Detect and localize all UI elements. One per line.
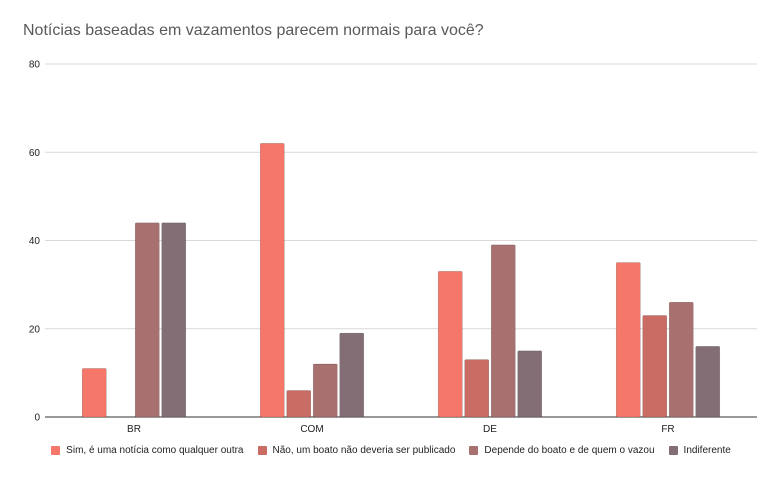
legend-swatch xyxy=(469,446,479,455)
bar-de-series-3 xyxy=(490,244,516,418)
legend-item: Depende do boato e de quem o vazou xyxy=(469,445,655,456)
x-tick-label: COM xyxy=(300,424,323,435)
bar-com-series-3 xyxy=(312,363,338,418)
bar-br-series-4 xyxy=(161,222,187,418)
legend-swatch xyxy=(668,446,678,455)
bar-br-series-3 xyxy=(134,222,160,418)
bar-com-series-2 xyxy=(286,390,312,418)
bars xyxy=(81,143,721,418)
chart-title: Notícias baseadas em vazamentos parecem … xyxy=(23,22,484,39)
y-tick-label: 60 xyxy=(29,148,41,159)
x-tick-label: FR xyxy=(661,424,674,435)
bar-fr-series-1 xyxy=(615,262,641,418)
x-axis-ticks: BR COM DE FR xyxy=(127,424,675,435)
legend-item: Não, um boato não deveria ser publicado xyxy=(257,445,456,456)
legend-label: Não, um boato não deveria ser publicado xyxy=(272,445,456,456)
y-tick-label: 0 xyxy=(34,413,40,424)
bar-br-series-1 xyxy=(81,368,107,418)
legend-label: Depende do boato e de quem o vazou xyxy=(484,445,655,456)
bar-de-series-2 xyxy=(464,359,490,418)
bar-de-series-1 xyxy=(437,271,463,418)
legend-swatch xyxy=(51,446,61,455)
bar-fr-series-4 xyxy=(695,346,721,418)
legend-label: Indiferente xyxy=(683,445,731,456)
bar-com-series-4 xyxy=(339,332,365,418)
bar-de-series-4 xyxy=(517,350,543,418)
y-tick-label: 40 xyxy=(29,236,41,247)
x-tick-label: BR xyxy=(127,424,141,435)
bar-fr-series-3 xyxy=(668,301,694,418)
bar-com-series-1 xyxy=(259,143,285,418)
y-axis-ticks: 0 20 40 60 80 xyxy=(29,60,41,424)
y-tick-label: 80 xyxy=(29,60,41,71)
legend-item: Indiferente xyxy=(668,445,731,456)
legend-item: Sim, é uma notícia como qualquer outra xyxy=(51,445,244,456)
chart-legend: Sim, é uma notícia como qualquer outra Nã… xyxy=(0,445,782,456)
y-tick-label: 20 xyxy=(29,324,41,335)
x-tick-label: DE xyxy=(483,424,497,435)
legend-label: Sim, é uma notícia como qualquer outra xyxy=(66,445,244,456)
bar-fr-series-2 xyxy=(642,315,668,418)
legend-swatch xyxy=(257,446,267,455)
